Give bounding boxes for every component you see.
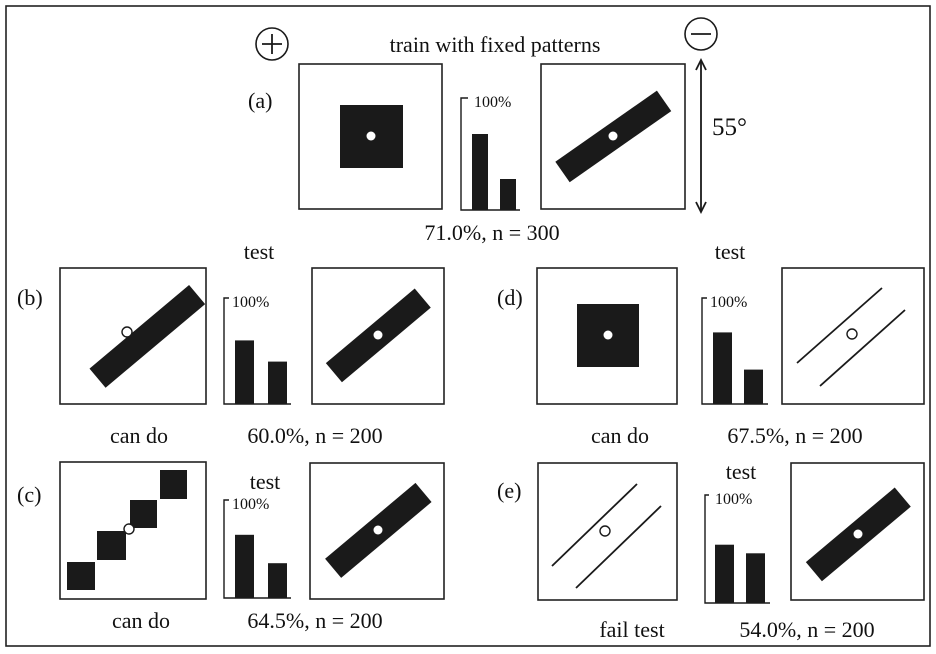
test-label-b: test — [244, 239, 275, 264]
minus-icon — [684, 17, 718, 51]
chart-axis — [223, 297, 291, 405]
bar-negative — [268, 361, 287, 404]
bar-positive — [715, 544, 734, 603]
chart-axis — [704, 494, 770, 604]
panel-label-a: (a) — [248, 88, 272, 113]
test-label-c: test — [250, 469, 281, 494]
angle-label: 55° — [712, 114, 747, 141]
stimulus-square — [536, 267, 678, 405]
result-a: 71.0%, n = 300 — [424, 220, 559, 245]
stimulus-staircase — [59, 461, 207, 600]
bar-positive — [235, 340, 254, 404]
panel-b: test (b) 100% can do 60.0%, n = 200 — [17, 239, 445, 448]
bar-chart-d: 100% — [701, 294, 768, 405]
caption-b: can do — [110, 423, 168, 448]
title: train with fixed patterns — [390, 32, 601, 57]
stimulus-offset-bar — [59, 267, 207, 405]
panel-label-c: (c) — [17, 482, 41, 507]
bar-negative — [500, 179, 516, 210]
stimulus-square — [298, 63, 443, 210]
bar-chart-b: 100% — [223, 294, 291, 405]
stimulus-parallel-lines — [781, 267, 925, 405]
panel-a: (a) 100% 55° 71.0%, n = 300 — [248, 57, 747, 245]
stimulus-parallel-lines — [537, 462, 678, 601]
bar-negative — [268, 563, 287, 598]
test-label-e: test — [726, 459, 757, 484]
bar-positive — [472, 134, 488, 210]
panel-label-e: (e) — [497, 478, 521, 503]
panel-c: test (c) 100% can do 64.5%, n = 200 — [17, 461, 445, 633]
bar-positive — [235, 534, 254, 598]
result-c: 64.5%, n = 200 — [247, 608, 382, 633]
stimulus-diagonal-bar — [790, 462, 925, 601]
result-b: 60.0%, n = 200 — [247, 423, 382, 448]
bar-max-label: 100% — [474, 94, 511, 111]
bar-chart-a: 100% — [460, 94, 520, 211]
panel-label-b: (b) — [17, 285, 43, 310]
chart-axis — [223, 499, 291, 599]
panel-e: test (e) 100% fail test 54.0%, n = 200 — [497, 459, 925, 642]
caption-e: fail test — [599, 617, 664, 642]
bar-max-label: 100% — [710, 294, 747, 311]
bar-positive — [713, 332, 732, 404]
stimulus-diagonal-bar — [311, 267, 445, 405]
caption-d: can do — [591, 423, 649, 448]
plus-icon — [255, 27, 289, 61]
result-e: 54.0%, n = 200 — [739, 617, 874, 642]
chart-axis — [460, 97, 520, 211]
height-arrow — [695, 57, 707, 215]
bar-negative — [746, 553, 765, 603]
chart-axis — [701, 297, 768, 405]
bar-max-label: 100% — [715, 491, 752, 508]
bar-negative — [744, 369, 763, 405]
panel-d: test (d) 100% can do 67.5%, n = 200 — [497, 239, 925, 448]
stimulus-diagonal-bar — [540, 63, 686, 210]
bar-chart-c: 100% — [223, 496, 291, 599]
stimulus-diagonal-bar — [309, 462, 445, 600]
bar-max-label: 100% — [232, 496, 269, 513]
caption-c: can do — [112, 608, 170, 633]
panel-label-d: (d) — [497, 285, 523, 310]
bar-chart-e: 100% — [704, 491, 770, 604]
result-d: 67.5%, n = 200 — [727, 423, 862, 448]
test-label-d: test — [715, 239, 746, 264]
bar-max-label: 100% — [232, 294, 269, 311]
